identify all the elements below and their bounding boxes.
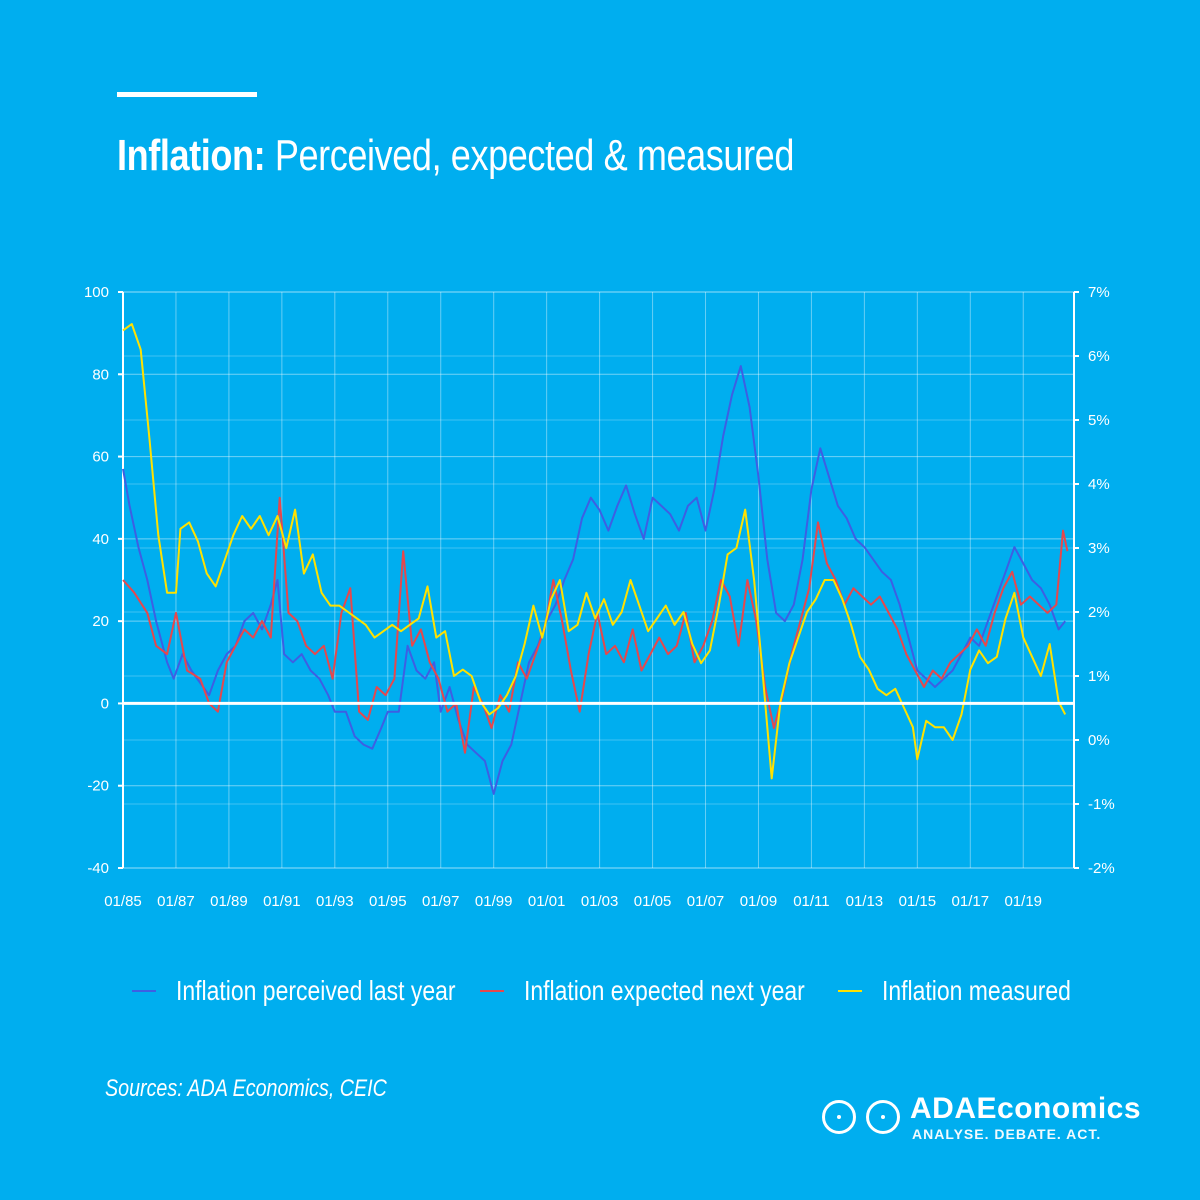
x-tick-label: 01/91 [263, 893, 301, 910]
legend-swatch-expected [480, 990, 504, 992]
x-tick-label: 01/05 [634, 893, 672, 910]
legend-item-measured: Inflation measured [838, 975, 1112, 1007]
x-tick-label: 01/01 [528, 893, 566, 910]
legend-swatch-measured [838, 990, 862, 992]
y-right-tick-label: -1% [1088, 796, 1115, 813]
y-right-tick-label: 5% [1088, 412, 1110, 429]
y-left-tick-label: -20 [87, 778, 109, 795]
y-left-tick-label: 80 [92, 366, 109, 383]
x-tick-label: 01/13 [846, 893, 884, 910]
y-left-tick-label: -40 [87, 860, 109, 877]
brand-name: ADAEconomics [910, 1092, 1142, 1125]
y-right-tick-label: 0% [1088, 732, 1110, 749]
x-tick-label: 01/95 [369, 893, 407, 910]
legend-item-expected: Inflation expected next year [480, 975, 866, 1007]
y-left-tick-label: 0 [101, 695, 109, 712]
y-right-tick-label: 6% [1088, 348, 1110, 365]
x-tick-label: 01/03 [581, 893, 619, 910]
x-tick-label: 01/97 [422, 893, 460, 910]
title-rule [117, 92, 257, 97]
page-title: Inflation: Perceived, expected & measure… [117, 128, 794, 184]
x-tick-label: 01/09 [740, 893, 778, 910]
inflation-line-chart: -40 -20 0 20 40 60 80 100 -2% -1% 0% 1% 2% 3% 4% 5% 6% 7%… [84, 284, 1115, 910]
circle-dot-icon [866, 1100, 900, 1134]
x-tick-label: 01/93 [316, 893, 354, 910]
x-tick-label: 01/87 [157, 893, 195, 910]
x-tick-label: 01/07 [687, 893, 725, 910]
legend-item-perceived: Inflation perceived last year [132, 975, 517, 1007]
x-tick-label: 01/17 [952, 893, 990, 910]
y-right-tick-label: 3% [1088, 540, 1110, 557]
circle-dot-icon [822, 1100, 856, 1134]
x-tick-label: 01/11 [793, 893, 829, 910]
y-left-tick-label: 40 [92, 531, 109, 548]
x-tick-label: 01/19 [1004, 893, 1042, 910]
legend-label-perceived: Inflation perceived last year [176, 975, 456, 1006]
y-right-tick-label: 7% [1088, 284, 1110, 301]
y-left-tick-label: 20 [92, 613, 109, 630]
x-tick-label: 01/85 [104, 893, 142, 910]
y-right-tick-label: 4% [1088, 476, 1110, 493]
y-right-tick-label: -2% [1088, 860, 1115, 877]
legend-swatch-perceived [132, 990, 156, 992]
chart-legend: Inflation perceived last year Inflation … [0, 975, 1200, 1015]
legend-label-expected: Inflation expected next year [524, 975, 805, 1006]
y-right-tick-label: 1% [1088, 668, 1110, 685]
y-right-tick-label: 2% [1088, 604, 1110, 621]
x-tick-label: 01/89 [210, 893, 248, 910]
series-line-measured [122, 323, 1067, 780]
title-rest: Perceived, expected & measured [265, 131, 795, 180]
series-line-expected [122, 496, 1069, 754]
sources-note: Sources: ADA Economics, CEIC [105, 1075, 387, 1102]
y-left-tick-label: 100 [84, 284, 109, 301]
brand-logo: ADAEconomics ANALYSE. DEBATE. ACT. [822, 1092, 1172, 1146]
y-left-tick-label: 60 [92, 449, 109, 466]
x-tick-label: 01/15 [899, 893, 937, 910]
title-lead: Inflation: [117, 131, 266, 180]
legend-label-measured: Inflation measured [882, 975, 1071, 1006]
brand-tagline: ANALYSE. DEBATE. ACT. [912, 1126, 1102, 1142]
series-line-perceived [122, 365, 1066, 795]
x-tick-label: 01/99 [475, 893, 513, 910]
